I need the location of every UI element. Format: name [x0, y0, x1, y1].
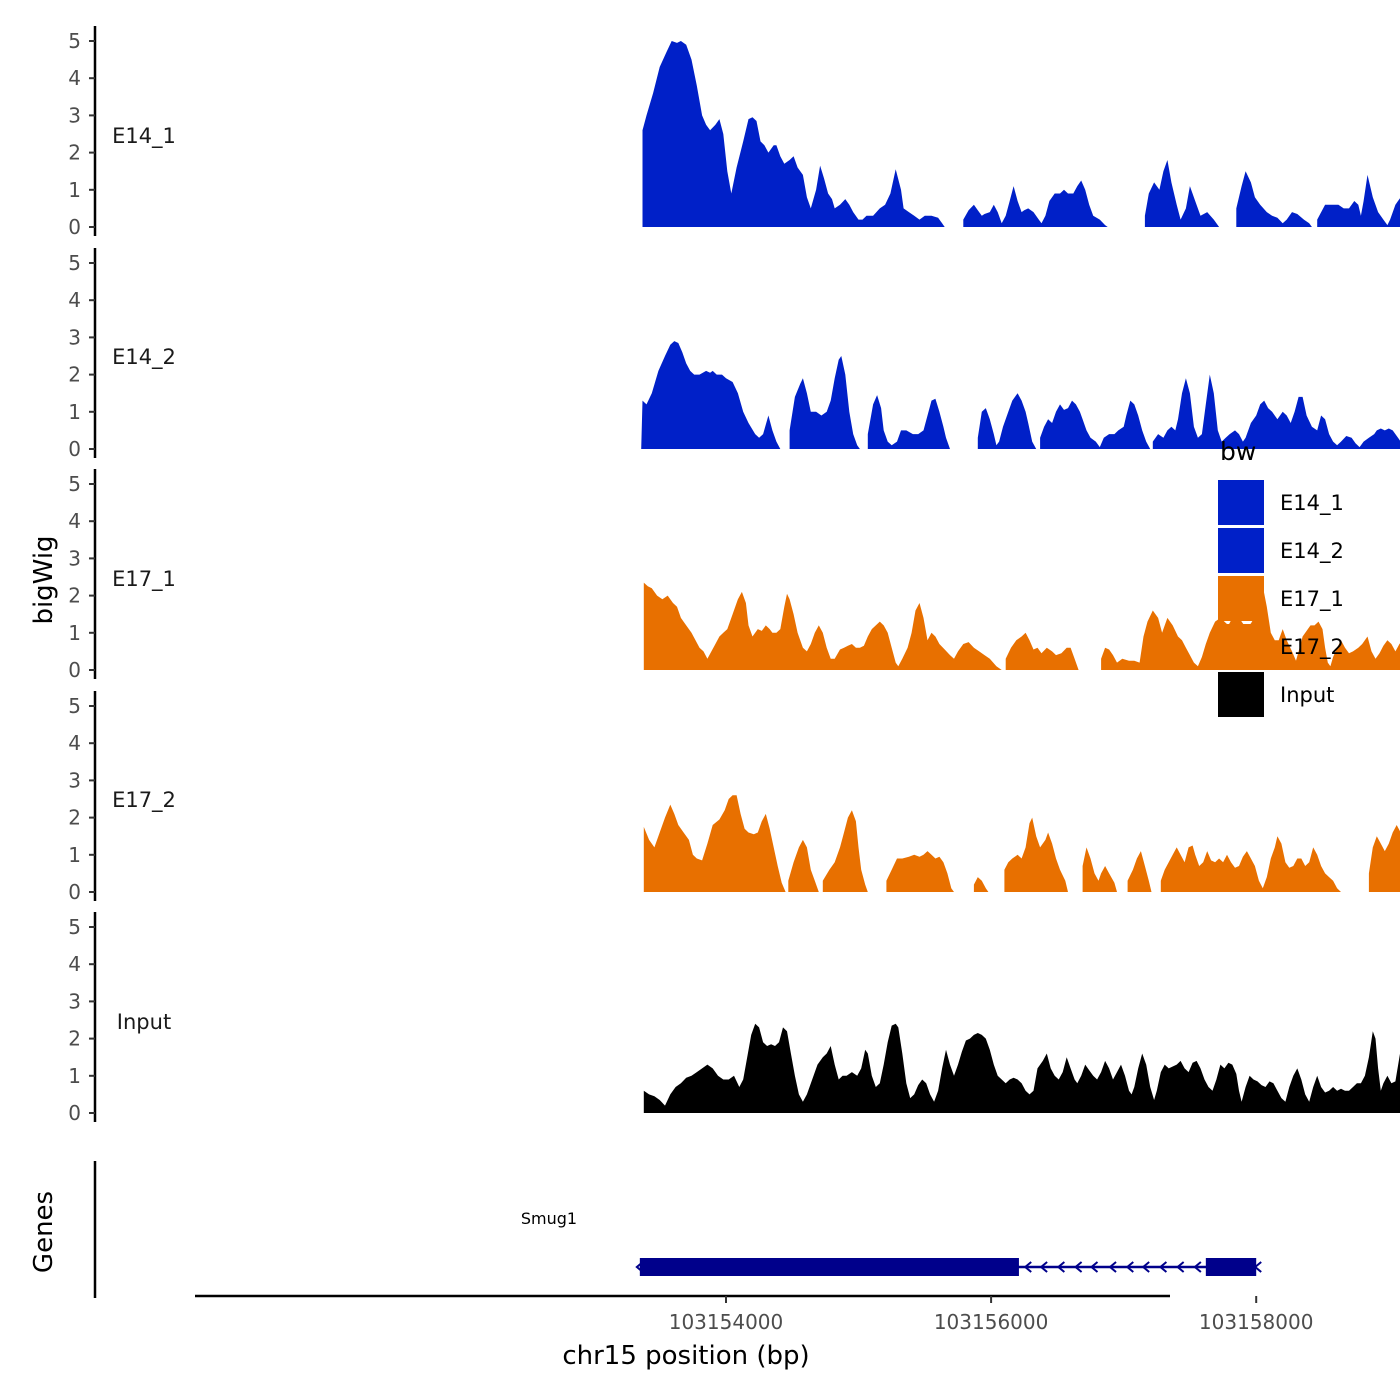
track-label: E14_2	[112, 345, 176, 370]
y-tick-label: 5	[68, 472, 81, 496]
y-tick-label: 0	[68, 215, 81, 239]
y-tick-label: 2	[68, 141, 81, 165]
y-tick-label: 1	[68, 1064, 81, 1088]
legend-title: bw	[1220, 437, 1256, 466]
gene-exon	[639, 1258, 1019, 1276]
legend-label: Input	[1280, 683, 1334, 707]
strand-chevron	[1253, 1261, 1262, 1273]
y-tick-label: 4	[68, 952, 81, 976]
y-tick-label: 4	[68, 509, 81, 533]
coverage-area	[643, 582, 1400, 670]
coverage-area	[643, 1023, 1400, 1113]
y-tick-label: 4	[68, 731, 81, 755]
track-label: E17_2	[112, 788, 176, 813]
y-tick-label: 5	[68, 251, 81, 275]
gene-track: Smug1	[93, 1161, 1262, 1298]
strand-chevron	[1193, 1261, 1202, 1273]
y-tick-label: 4	[68, 66, 81, 90]
legend-label: E17_2	[1280, 635, 1344, 660]
y-tick-label: 3	[68, 103, 81, 127]
y-tick-label: 2	[68, 584, 81, 608]
y-axis-title: bigWig	[29, 535, 59, 624]
gene-exon	[1205, 1258, 1257, 1276]
x-tick-label: 103156000	[934, 1310, 1049, 1334]
y-tick-label: 1	[68, 178, 81, 202]
y-tick-label: 5	[68, 29, 81, 53]
legend-label: E17_1	[1280, 587, 1344, 612]
strand-chevron	[1039, 1261, 1048, 1273]
track-input: 0 1 2 3 4 5 Input	[68, 912, 1400, 1125]
coverage-area	[641, 341, 1400, 449]
coverage-area	[642, 41, 1400, 227]
strand-chevron	[635, 1261, 644, 1273]
y-tick-label: 2	[68, 1027, 81, 1051]
y-tick-label: 1	[68, 400, 81, 424]
y-tick-label: 5	[68, 915, 81, 939]
y-tick-label: 3	[68, 989, 81, 1013]
y-tick-label: 3	[68, 325, 81, 349]
legend-label: E14_1	[1280, 491, 1344, 516]
strand-chevron	[1089, 1261, 1099, 1273]
track-e14-2: 0 1 2 3 4 5 E14_2	[68, 248, 1400, 461]
y-tick-label: 0	[68, 1101, 81, 1125]
legend-swatch	[1218, 624, 1264, 669]
y-tick-label: 1	[68, 843, 81, 867]
x-tick-label: 103158000	[1199, 1310, 1314, 1334]
gene-panel-title: Genes	[29, 1191, 59, 1273]
x-tick-label: 103154000	[669, 1310, 784, 1334]
y-tick-label: 2	[68, 363, 81, 387]
coverage-area	[643, 795, 1400, 892]
y-tick-label: 0	[68, 658, 81, 682]
y-tick-label: 1	[68, 621, 81, 645]
y-tick-label: 0	[68, 437, 81, 461]
strand-chevron	[1125, 1261, 1134, 1273]
y-tick-label: 3	[68, 768, 81, 792]
legend-swatch	[1218, 576, 1264, 621]
y-tick-label: 2	[68, 806, 81, 830]
y-tick-label: 3	[68, 546, 81, 570]
strand-chevron	[1056, 1261, 1065, 1273]
track-label: Input	[117, 1010, 171, 1034]
strand-chevron	[1023, 1261, 1032, 1273]
strand-chevron	[1176, 1261, 1185, 1273]
track-e17-1: 0 1 2 3 4 5 E17_1	[68, 469, 1400, 682]
track-label: E14_1	[112, 124, 176, 149]
legend-label: E14_2	[1280, 539, 1344, 564]
strand-chevron	[1141, 1261, 1150, 1273]
track-e17-2: 0 1 2 3 4 5 E17_2	[68, 691, 1400, 904]
x-axis: 103154000103156000103158000103160000	[195, 1294, 1314, 1334]
track-label: E17_1	[112, 567, 176, 592]
legend-swatch	[1218, 672, 1264, 717]
x-axis-title: chr15 position (bp)	[562, 1341, 809, 1371]
tracks-layer: 0 1 2 3 4 5 E14_1 0 1 2 3 4 5 E14_2 0 1 2 3 4 5 E17_1 0 1 2 3 4 5 E…	[68, 26, 1400, 1125]
y-tick-label: 4	[68, 288, 81, 312]
strand-chevron	[1158, 1261, 1168, 1273]
track-e14-1: 0 1 2 3 4 5 E14_1	[68, 26, 1400, 239]
y-tick-label: 5	[68, 694, 81, 718]
legend-swatch	[1218, 480, 1264, 525]
legend-swatch	[1218, 528, 1264, 573]
y-tick-label: 0	[68, 880, 81, 904]
legend: bw E14_1 E14_2 E17_1 E17_2 Input	[1218, 437, 1344, 717]
strand-chevron	[1108, 1261, 1117, 1273]
gene-name-label: Smug1	[521, 1209, 577, 1228]
strand-chevron	[1074, 1261, 1083, 1273]
